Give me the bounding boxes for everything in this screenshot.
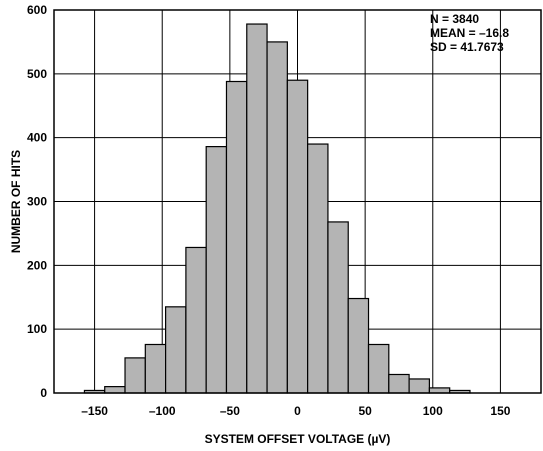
stat-sd: SD = 41.7673 <box>430 40 504 54</box>
histogram-bar <box>124 357 146 394</box>
histogram-bar <box>144 343 167 394</box>
histogram-bars <box>83 23 471 394</box>
y-tick-label: 0 <box>40 386 47 400</box>
histogram-bar <box>388 373 410 394</box>
histogram-bar <box>428 387 451 394</box>
x-axis-label: SYSTEM OFFSET VOLTAGE (µV) <box>205 432 391 446</box>
histogram-bar <box>266 41 288 394</box>
histogram-bar <box>367 343 390 394</box>
y-tick-label: 100 <box>27 322 47 336</box>
y-tick-label: 200 <box>27 258 47 272</box>
y-tick-label: 600 <box>27 3 47 17</box>
x-tick-label: –50 <box>220 404 240 418</box>
y-tick-label: 300 <box>27 195 47 209</box>
x-tick-label: 0 <box>294 404 301 418</box>
histogram-bar <box>104 386 126 394</box>
histogram-bar <box>165 306 187 394</box>
x-tick-label: 50 <box>358 404 372 418</box>
histogram-bar <box>225 80 248 394</box>
stats-annotation: N = 3840 MEAN = –16.8 SD = 41.7673 <box>430 12 509 54</box>
histogram-bar <box>347 297 370 394</box>
x-tick-label: 100 <box>423 404 443 418</box>
histogram-bar <box>408 378 430 394</box>
y-tick-label: 500 <box>27 67 47 81</box>
histogram-bar <box>246 23 268 394</box>
histogram-bar <box>327 221 349 394</box>
x-tick-label: –150 <box>81 404 108 418</box>
x-tick-label: –100 <box>149 404 176 418</box>
plot-frame <box>53 9 542 394</box>
y-axis-label: NUMBER OF HITS <box>9 150 23 253</box>
y-tick-label: 400 <box>27 131 47 145</box>
y-tick-labels: 0 100 200 300 400 500 600 <box>27 3 47 400</box>
histogram-bar <box>307 143 329 394</box>
stat-n: N = 3840 <box>430 12 479 26</box>
x-tick-label: 150 <box>490 404 510 418</box>
stat-mean: MEAN = –16.8 <box>430 26 509 40</box>
histogram-bar <box>286 79 309 394</box>
histogram-bar <box>185 246 207 394</box>
histogram-bar <box>205 146 228 394</box>
x-tick-labels: –150 –100 –50 0 50 100 150 <box>81 404 511 418</box>
